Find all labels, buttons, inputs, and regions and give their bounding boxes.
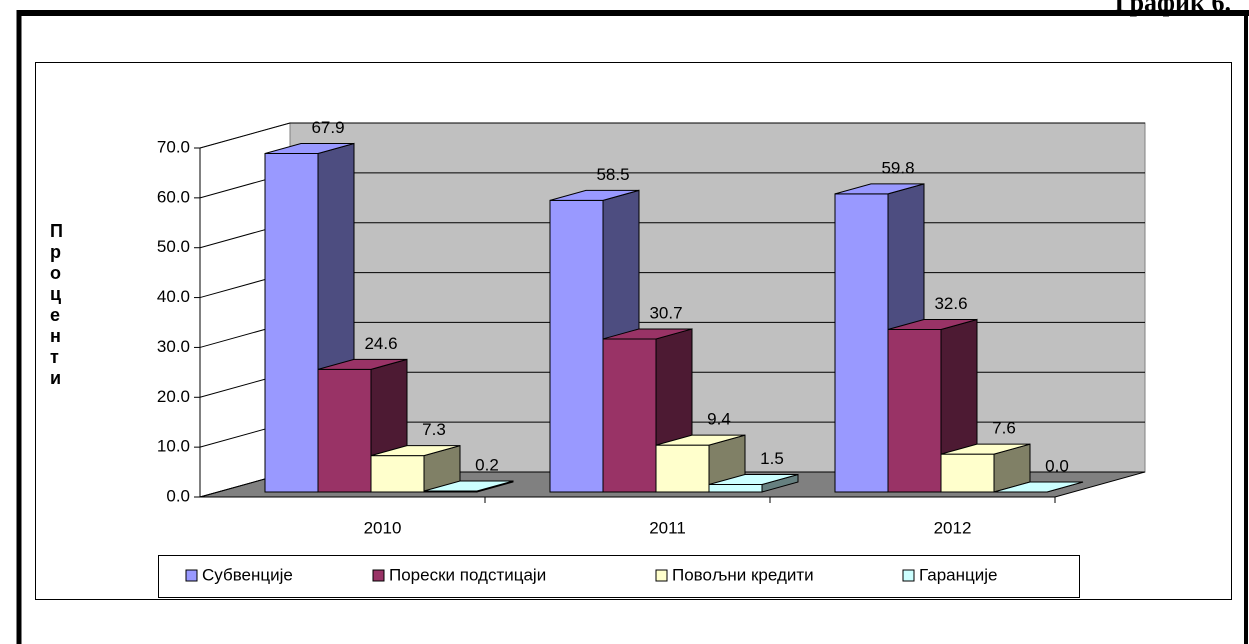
value-label: 32.6 [934, 294, 967, 313]
value-label: 30.7 [649, 303, 682, 322]
y-tick-label: 40.0 [157, 287, 190, 306]
y-tick-label: 50.0 [157, 237, 190, 256]
x-tick-label: 2010 [364, 518, 402, 537]
value-label: 0.2 [475, 455, 499, 474]
legend-swatch [185, 569, 198, 582]
x-tick-label: 2011 [649, 518, 686, 537]
legend-label: Порески подстицаји [389, 565, 546, 584]
bar-front [708, 484, 763, 493]
value-label: 9.4 [707, 410, 731, 429]
legend-swatch [902, 569, 915, 582]
y-axis-label: Проценти [50, 221, 63, 388]
bar-top [423, 480, 514, 492]
bar-top [940, 443, 1031, 455]
legend-label: Субвенције [202, 565, 293, 584]
bar-front [317, 368, 372, 493]
bar-top [993, 481, 1084, 493]
value-label: 0.0 [1045, 456, 1069, 475]
value-label: 67.9 [311, 118, 344, 137]
value-label: 7.3 [422, 420, 446, 439]
bar-top [834, 183, 925, 195]
bar-front [834, 193, 889, 493]
grid-line [199, 122, 1145, 149]
y-tick-label: 10.0 [157, 437, 190, 456]
bar-front [887, 328, 942, 493]
y-tick-label: 30.0 [157, 337, 190, 356]
value-label: 24.6 [364, 334, 397, 353]
y-tick-label: 60.0 [157, 187, 190, 206]
bar-top [370, 445, 461, 457]
x-tick-label: 2012 [934, 518, 972, 537]
value-label: 59.8 [881, 158, 914, 177]
legend-label: Повољни кредити [672, 565, 814, 584]
legend-label: Гаранције [919, 565, 997, 584]
bar-front [655, 444, 710, 493]
bar-front [264, 152, 319, 493]
bar-front [549, 199, 604, 493]
bar-front [370, 455, 425, 493]
bar-front [940, 453, 995, 493]
value-label: 58.5 [596, 165, 629, 184]
bar-top [887, 318, 978, 330]
bar-top [264, 142, 355, 154]
bar-top [549, 189, 640, 201]
bar-top [317, 358, 408, 370]
value-label: 7.6 [992, 419, 1016, 438]
bar-top [708, 474, 799, 486]
bar-front [602, 338, 657, 493]
legend-swatch [372, 569, 385, 582]
page-title: График 6. [1114, 0, 1231, 17]
value-label: 1.5 [760, 449, 784, 468]
y-tick-label: 70.0 [157, 137, 190, 156]
bar-top [655, 434, 746, 446]
y-tick-label: 0.0 [166, 486, 190, 505]
legend-swatch [655, 569, 668, 582]
bar-top [602, 328, 693, 340]
legend [158, 555, 1080, 598]
y-tick-label: 20.0 [157, 387, 190, 406]
